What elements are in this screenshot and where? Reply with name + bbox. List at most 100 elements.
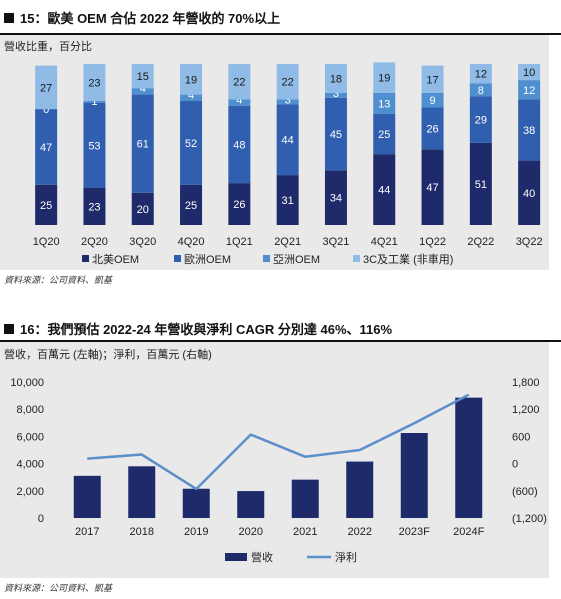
bar-segment — [518, 80, 541, 100]
data-label: 4 — [140, 83, 146, 95]
x-tick-label: 2020 — [239, 526, 263, 538]
legend-swatch — [353, 255, 360, 262]
data-label: 29 — [475, 115, 487, 127]
y-left-tick-label: 0 — [38, 513, 44, 525]
bar-segment — [518, 99, 541, 161]
bar-segment — [276, 99, 299, 105]
bar-segment — [180, 184, 203, 225]
bar-segment — [324, 64, 347, 93]
figure2-title-row: 16：我們預估 2022-24 年營收與淨利 CAGR 分別達 46%、116% — [4, 319, 392, 338]
data-label: 23 — [88, 201, 100, 213]
x-tick-label: 4Q20 — [178, 236, 205, 248]
x-tick-label: 3Q22 — [516, 236, 543, 248]
x-tick-label: 2021 — [293, 526, 317, 538]
data-label: 22 — [233, 77, 245, 89]
y-left-tick-label: 10,000 — [10, 377, 44, 389]
data-label: 52 — [185, 138, 197, 150]
x-tick-label: 2024F — [453, 526, 484, 538]
data-label: 44 — [282, 135, 294, 147]
data-label: 13 — [378, 98, 390, 110]
title-square-icon — [4, 323, 14, 334]
bar-segment — [131, 64, 154, 89]
data-label: 8 — [478, 85, 484, 97]
data-label: 61 — [137, 139, 149, 151]
revenue-bar — [182, 488, 210, 518]
data-label: 19 — [378, 73, 390, 85]
figure1-source: 資料來源：公司資料、凱基 — [4, 275, 113, 285]
bar-segment — [83, 102, 106, 188]
bar-segment — [324, 97, 347, 171]
legend-swatch-revenue — [225, 553, 247, 561]
data-label: 23 — [88, 78, 100, 90]
x-tick-label: 3Q20 — [129, 236, 156, 248]
bar-segment — [228, 105, 251, 184]
bar-segment — [469, 142, 492, 225]
x-tick-label: 2017 — [75, 526, 99, 538]
bar-segment — [421, 149, 444, 225]
data-label: 47 — [426, 182, 438, 194]
data-label: 40 — [523, 188, 535, 200]
y-left-tick-label: 8,000 — [16, 404, 44, 416]
data-label: 18 — [330, 73, 342, 85]
bar-segment — [131, 94, 154, 193]
data-label: 1 — [91, 96, 97, 108]
data-label: 38 — [523, 125, 535, 137]
bar-segment — [83, 101, 106, 103]
y-left-tick-label: 4,000 — [16, 459, 44, 471]
bar-segment — [180, 101, 203, 185]
x-tick-label: 1Q20 — [33, 236, 60, 248]
x-tick-label: 2023F — [399, 526, 430, 538]
data-label: 3 — [285, 94, 291, 106]
x-tick-label: 2022 — [348, 526, 372, 538]
x-tick-label: 1Q21 — [226, 236, 253, 248]
bar-segment — [421, 92, 444, 108]
bar-segment — [324, 170, 347, 225]
revenue-bar — [237, 491, 265, 518]
data-label: 47 — [40, 142, 52, 154]
figure1-title-row: 15：歐美 OEM 合佔 2022 年營收的 70%以上 — [4, 8, 280, 27]
figure2-source: 資料來源：公司資料、凱基 — [4, 583, 113, 593]
revenue-bar — [400, 433, 428, 518]
revenue-bar — [455, 397, 483, 518]
chart1-svg: 25470271Q2023531232Q2020614153Q202552419… — [33, 62, 543, 266]
data-label: 48 — [233, 140, 245, 152]
bar-segment — [276, 104, 299, 176]
x-tick-label: 2019 — [184, 526, 208, 538]
data-label: 53 — [88, 140, 100, 152]
bar-segment — [131, 192, 154, 225]
y-right-tick-label: 600 — [512, 431, 530, 443]
data-label: 45 — [330, 129, 342, 141]
x-tick-label: 2Q21 — [274, 236, 301, 248]
data-label: 25 — [185, 200, 197, 212]
x-tick-label: 2Q22 — [467, 236, 494, 248]
bar-segment — [180, 94, 203, 102]
bar-segment — [35, 109, 58, 185]
x-tick-label: 4Q21 — [371, 236, 398, 248]
data-label: 25 — [378, 129, 390, 141]
data-label: 44 — [378, 185, 390, 197]
data-label: 9 — [429, 95, 435, 107]
bar-segment — [228, 183, 251, 225]
data-label: 22 — [282, 77, 294, 89]
bar-segment — [131, 88, 154, 95]
revenue-bar — [291, 479, 319, 518]
x-tick-label: 3Q21 — [322, 236, 349, 248]
y-left-tick-label: 6,000 — [16, 431, 44, 443]
legend-label: 北美OEM — [92, 253, 139, 266]
data-label: 20 — [137, 204, 149, 216]
data-label: 10 — [523, 67, 535, 79]
bar-segment — [228, 99, 251, 106]
figure1-rule — [0, 33, 561, 35]
bar-segment — [83, 187, 106, 225]
bar-segment — [469, 64, 492, 84]
chart2-svg: 0 2,000 4,000 6,000 8,000 10,000 (1,200) (600) 0… — [10, 377, 547, 564]
data-label: 19 — [185, 74, 197, 86]
legend-label: 歐洲OEM — [184, 252, 231, 266]
data-label: 34 — [330, 193, 342, 205]
data-label: 17 — [426, 74, 438, 86]
data-label: 3 — [333, 88, 339, 100]
y-right-tick-label: (600) — [512, 486, 538, 498]
legend-label-revenue: 營收 — [251, 550, 273, 564]
data-label: 51 — [475, 179, 487, 191]
bar-segment — [324, 92, 347, 98]
